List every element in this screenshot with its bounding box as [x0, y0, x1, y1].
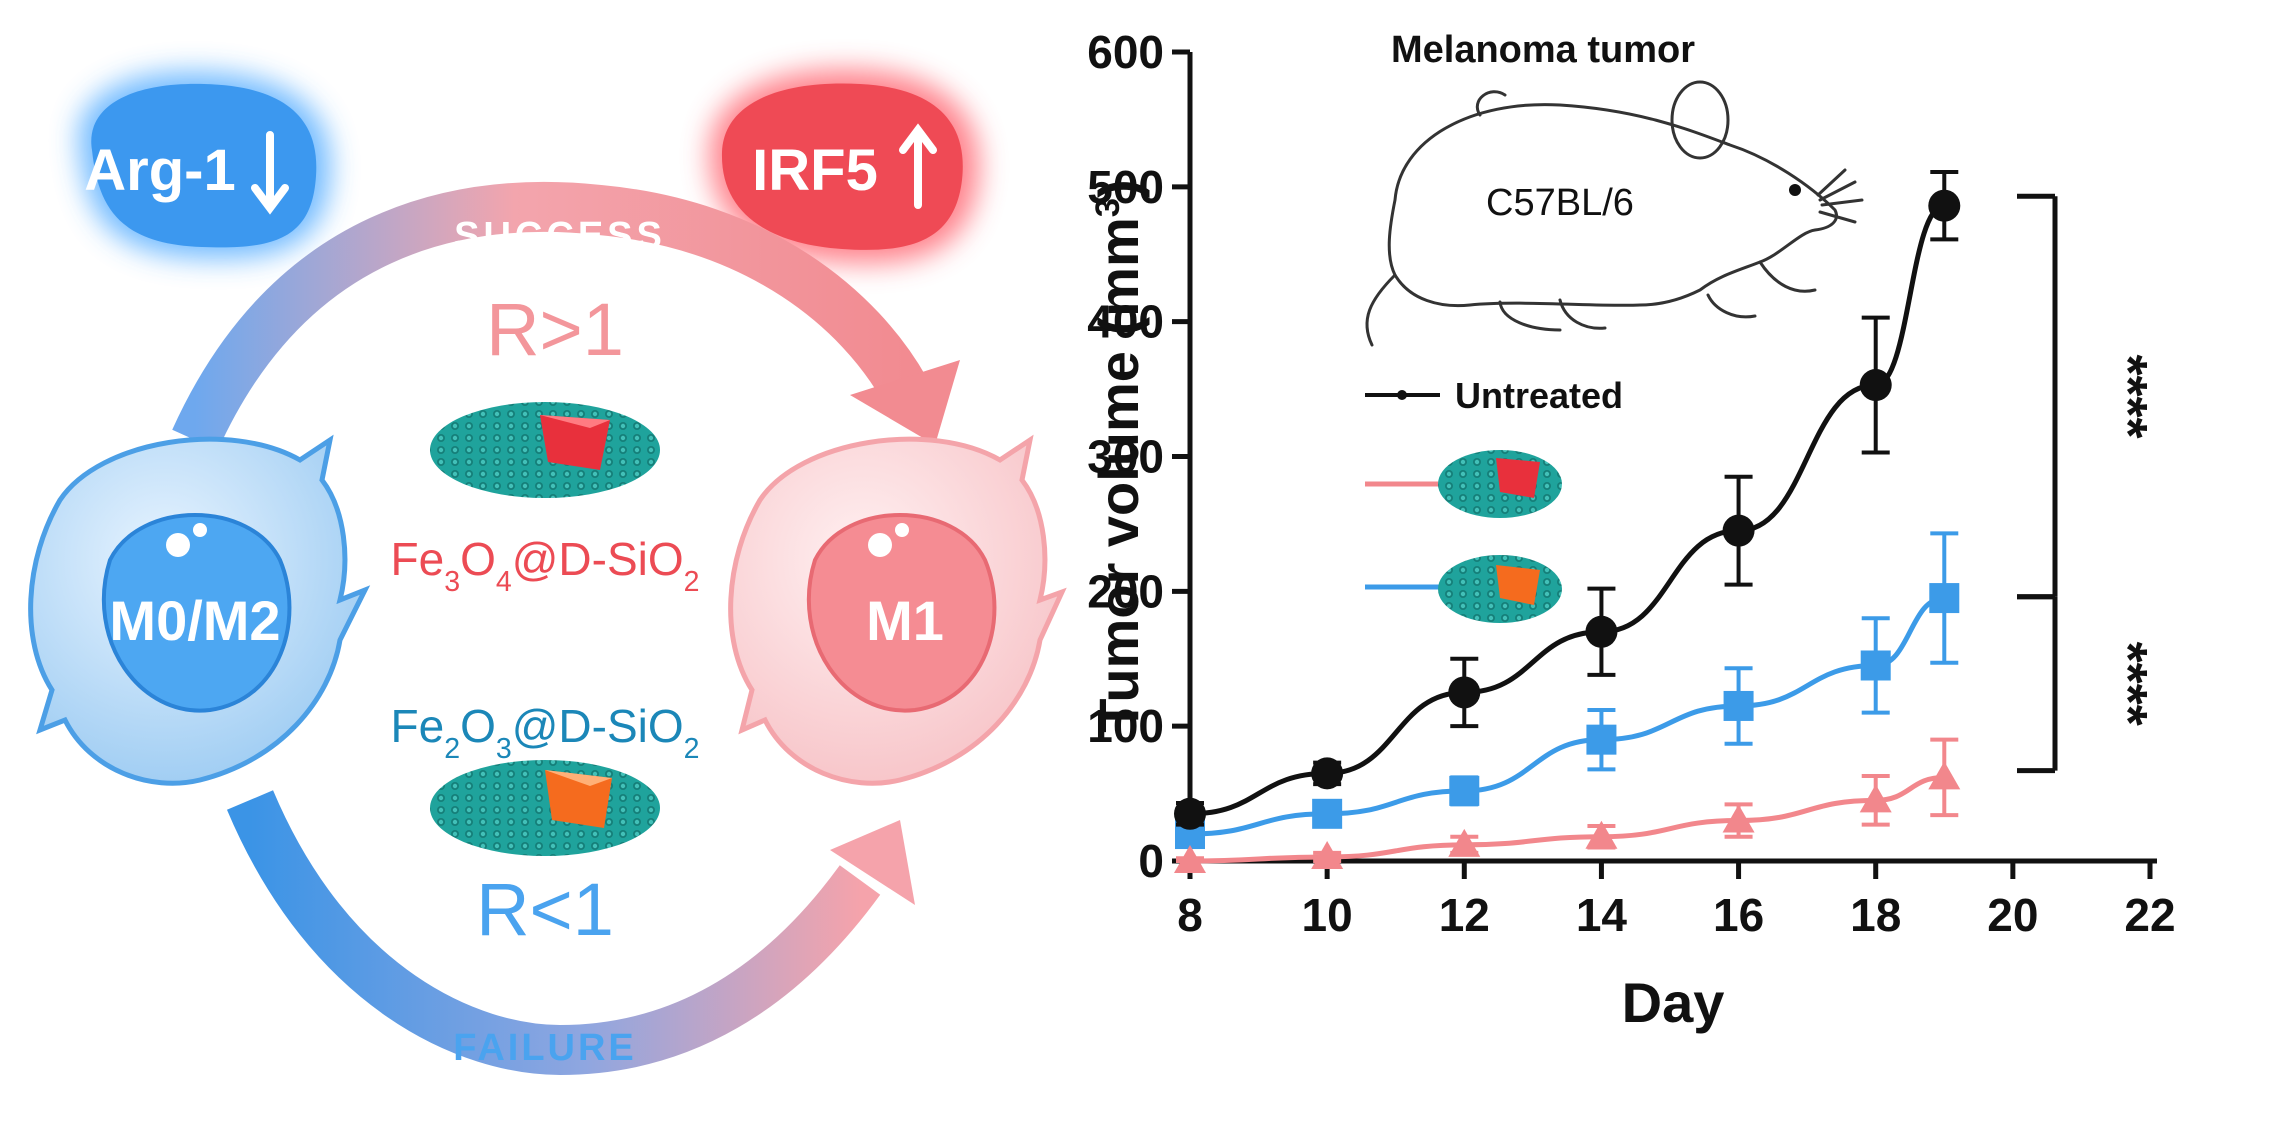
fe3o4-label: Fe3O4@D-SiO2: [391, 533, 700, 598]
x-tick-label: 16: [1713, 889, 1764, 941]
data-point: [1722, 804, 1755, 833]
data-point: [1929, 583, 1960, 614]
data-point: [1859, 369, 1892, 402]
data-point: [1859, 784, 1892, 813]
m0m2-cell: M0/M2: [28, 434, 371, 786]
x-tick-label: 8: [1177, 889, 1203, 941]
x-tick-label: 22: [2124, 889, 2175, 941]
data-point: [1312, 798, 1343, 829]
failure-label: FAILURE: [453, 1027, 637, 1069]
legend-untreated-marker: [1397, 390, 1407, 400]
m0m2-label: M0/M2: [109, 589, 280, 652]
success-arrow-head: [850, 360, 960, 445]
significance-label: ****: [2098, 354, 2158, 438]
success-label: SUCCESS: [454, 215, 666, 257]
up-arrow-icon: [899, 123, 937, 209]
down-arrow-icon: [251, 131, 289, 215]
success-arrow: [172, 181, 927, 451]
mouse-eye-icon: [1789, 184, 1801, 196]
data-point: [1585, 820, 1618, 849]
legend-fe2o3-nanoparticle-icon: [1438, 555, 1562, 623]
data-point: [1311, 840, 1344, 869]
series-0: [1174, 170, 1961, 830]
legend-fe3o4-nanoparticle-icon: [1438, 450, 1562, 518]
x-tick-label: 18: [1850, 889, 1901, 941]
x-tick-label: 12: [1439, 889, 1490, 941]
data-point: [1723, 690, 1754, 721]
chart-annotation: C57BL/6: [1486, 182, 1634, 224]
data-point: [1448, 676, 1481, 709]
data-point: [1174, 797, 1206, 830]
data-point: [1860, 650, 1891, 681]
y-tick-label: 500: [1087, 161, 1164, 213]
failure-arrow-head: [830, 820, 915, 905]
r-greater-label: R>1: [486, 288, 624, 371]
significance-brackets: **** ****: [2017, 193, 2158, 774]
y-tick-label: 400: [1087, 296, 1164, 348]
fe2o3-label: Fe2O3@D-SiO2: [391, 700, 700, 765]
data-point: [1449, 775, 1480, 806]
legend: Untreated: [1365, 375, 1623, 623]
y-tick-label: 600: [1087, 26, 1164, 78]
mouse-illustration: [1365, 80, 1864, 347]
series-line: [1189, 774, 1945, 864]
chart-title: Melanoma tumor: [1391, 29, 1695, 71]
data-point: [1928, 761, 1961, 790]
irf5-label: IRF5: [752, 138, 878, 203]
series-1: [1174, 737, 1961, 873]
x-tick-label: 14: [1576, 889, 1628, 941]
data-point: [1448, 828, 1481, 857]
x-tick-label: 10: [1302, 889, 1353, 941]
data-point: [1928, 189, 1961, 222]
y-tick-label: 0: [1138, 835, 1164, 887]
x-tick-label: 20: [1987, 889, 2038, 941]
data-point: [1585, 615, 1618, 648]
data-point: [1174, 845, 1206, 873]
r-less-label: R<1: [476, 868, 614, 951]
tumor-volume-chart: Melanoma tumor C57BL/6 0 100 200 300 400 500 6…: [1087, 26, 2176, 1034]
arg1-label: Arg-1: [84, 138, 235, 203]
y-tick-label: 200: [1087, 565, 1164, 617]
m1-cell: M1: [728, 434, 1067, 786]
legend-untreated-label: Untreated: [1455, 375, 1623, 416]
y-tick-label: 100: [1087, 700, 1164, 752]
x-axis-label: Day: [1622, 971, 1725, 1034]
series-layer: [1174, 170, 1961, 873]
series-line: [1189, 595, 1945, 837]
series-line: [1189, 203, 1945, 817]
irf5-badge: IRF5: [709, 69, 979, 264]
failure-arrow: [226, 790, 881, 1076]
fe3o4-nanoparticle-icon: [430, 402, 660, 498]
y-tick-label: 300: [1087, 431, 1164, 483]
y-ticks: 0 100 200 300 400 500 600: [1087, 26, 1190, 887]
arg1-badge: Arg-1: [78, 71, 331, 259]
significance-label: ****: [2098, 642, 2158, 726]
y-axis-label: Tumor volume (mm3): [1087, 179, 1150, 732]
fe2o3-nanoparticle-icon: [430, 760, 660, 856]
x-ticks: 8 10 12 14 16 18 20 22: [1177, 861, 2176, 941]
data-point: [1722, 514, 1755, 547]
data-point: [1586, 724, 1617, 755]
schematic: Arg-1 IRF5 SUCCESS R>1 FAILURE R<1 M0/M2: [28, 69, 1067, 1076]
data-point: [1311, 757, 1344, 790]
m1-label: M1: [866, 589, 944, 652]
